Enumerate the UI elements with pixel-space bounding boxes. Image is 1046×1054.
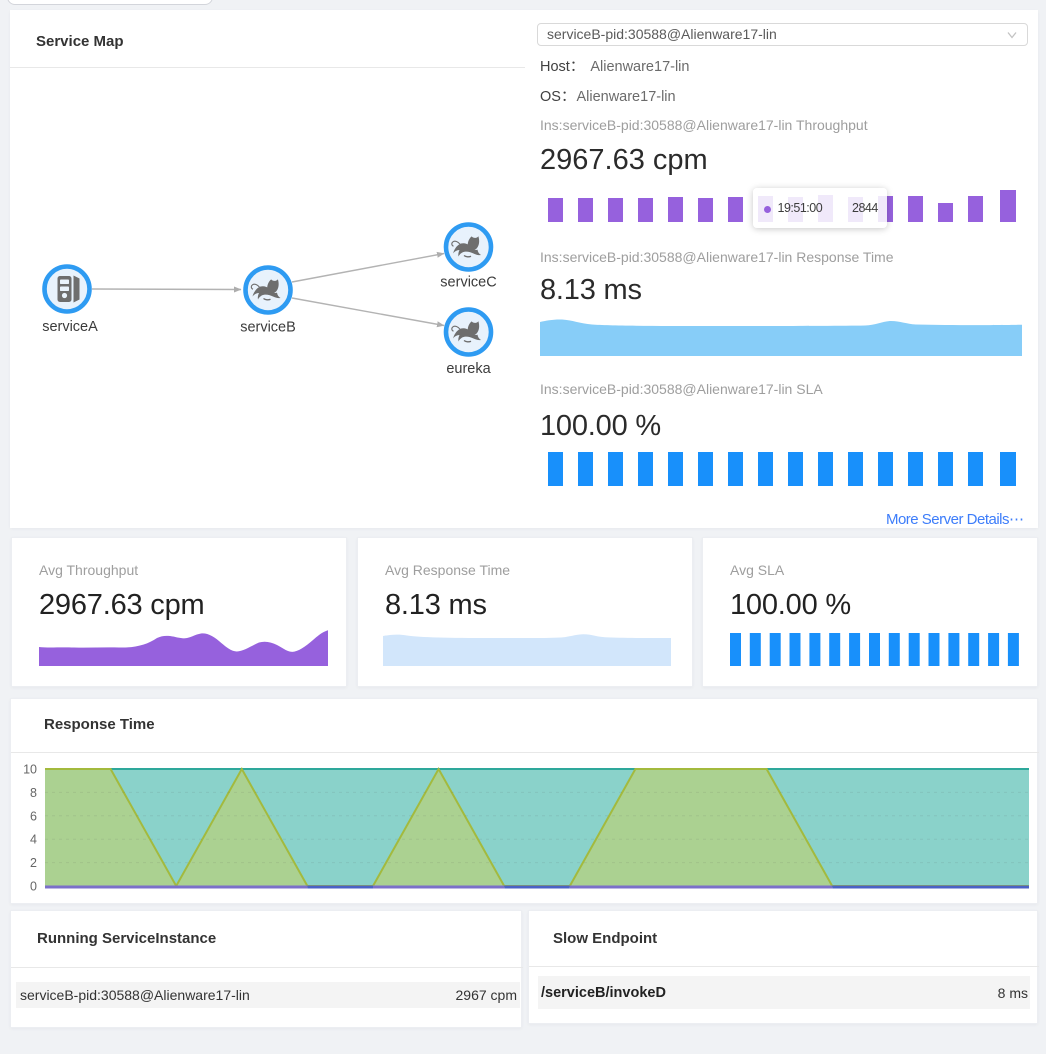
svg-text:serviceB: serviceB	[240, 320, 296, 336]
svg-text:0: 0	[30, 880, 37, 894]
svg-text:serviceC: serviceC	[440, 275, 496, 291]
svg-text:8: 8	[30, 786, 37, 800]
svg-text:2: 2	[30, 856, 37, 870]
svg-text:10: 10	[23, 763, 37, 777]
svg-text:eureka: eureka	[446, 361, 491, 377]
svg-text:4: 4	[30, 833, 37, 847]
svg-text:6: 6	[30, 809, 37, 823]
svg-text:serviceA: serviceA	[42, 319, 98, 335]
